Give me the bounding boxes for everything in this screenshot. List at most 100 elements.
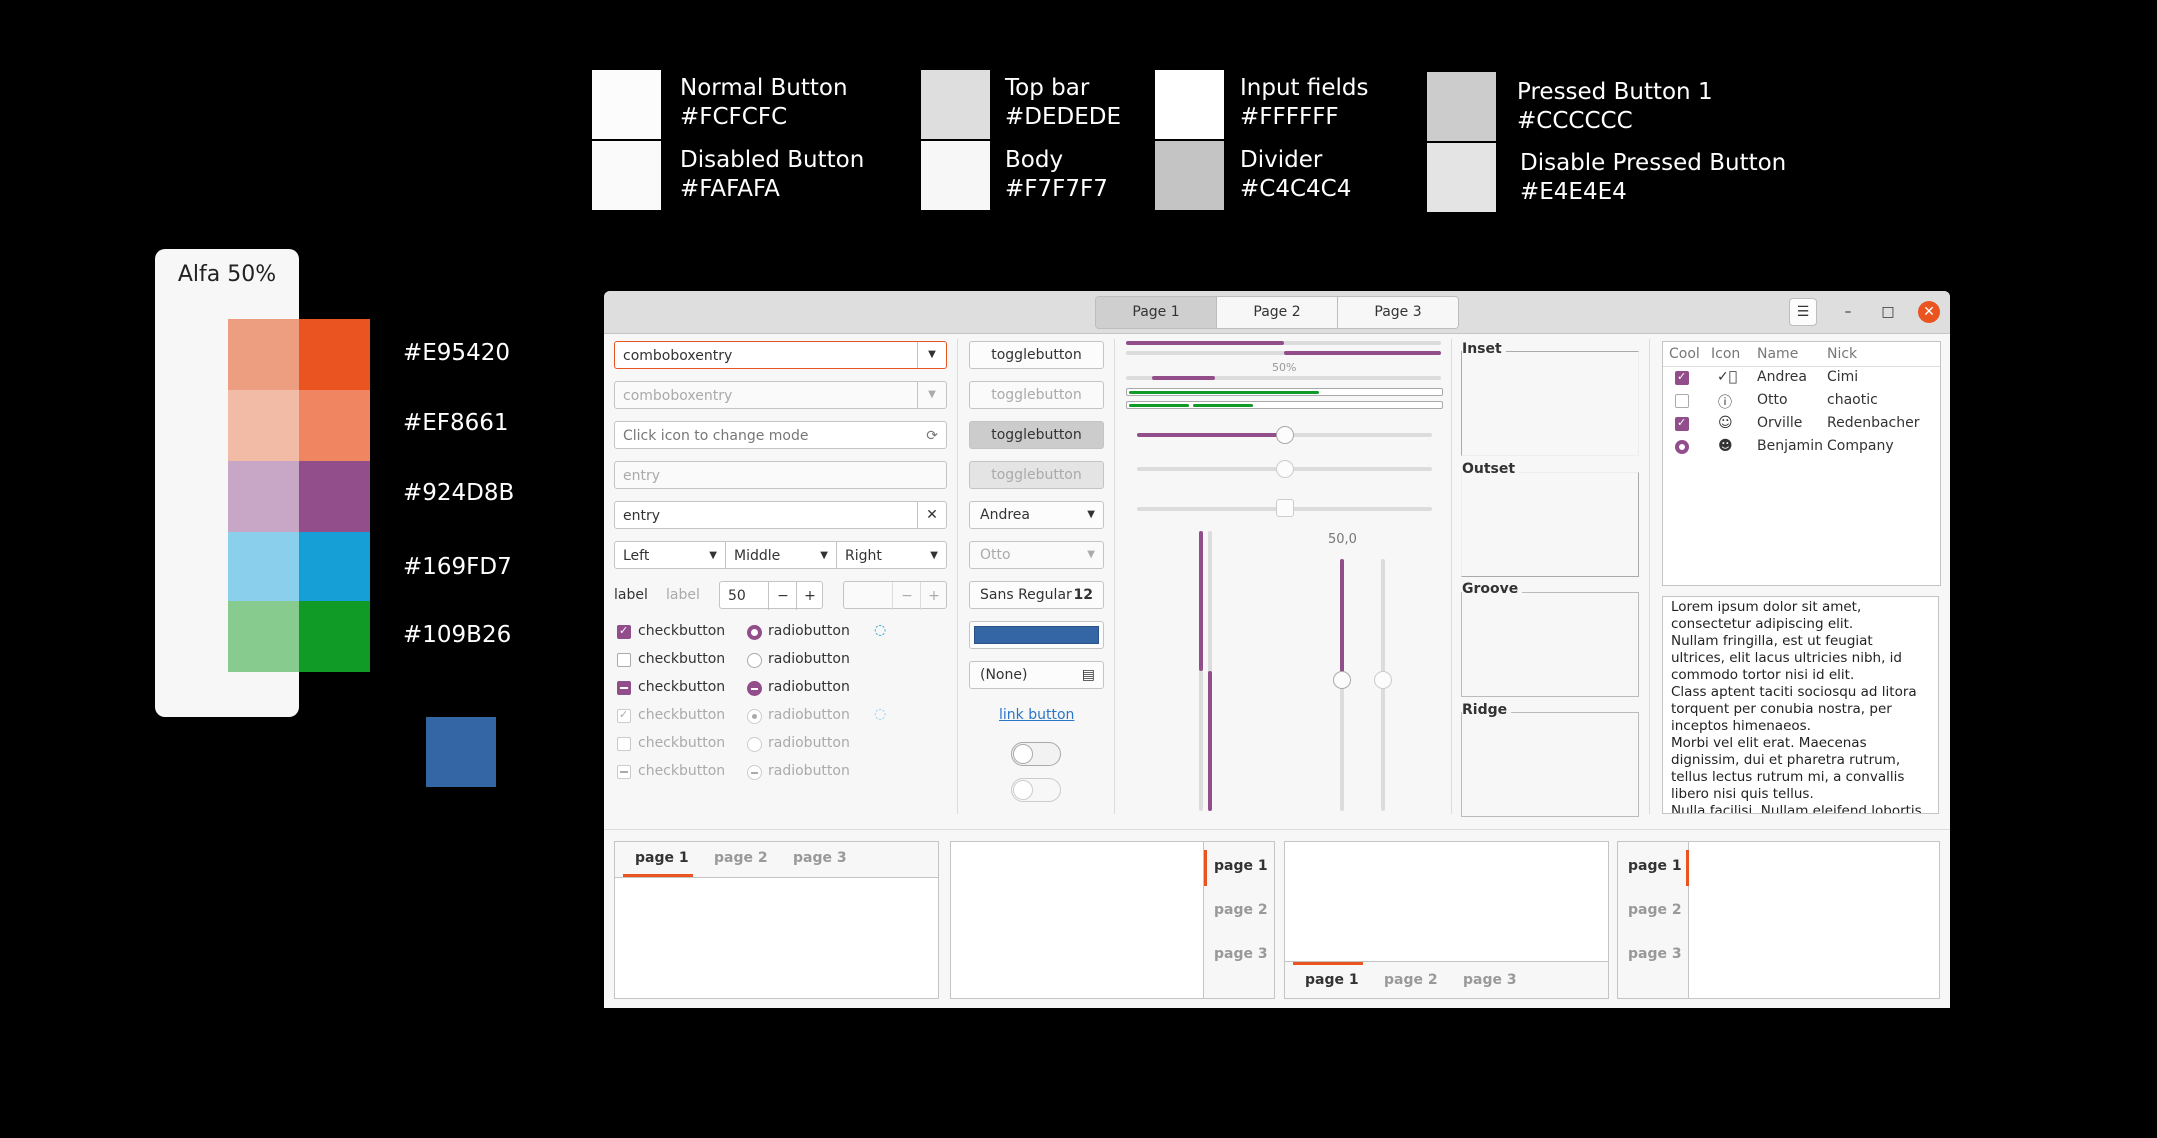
- entry-placeholder[interactable]: entry: [614, 461, 947, 489]
- level-bar-segmented: [1126, 401, 1443, 409]
- checkbutton-label: checkbutton: [638, 707, 726, 723]
- radiobutton-unchecked[interactable]: [747, 653, 762, 668]
- frame-title: Ridge: [1462, 702, 1512, 718]
- palette-purple: [299, 461, 370, 532]
- minus-icon[interactable]: −: [768, 582, 797, 610]
- tab-page-3[interactable]: Page 3: [1338, 297, 1458, 328]
- color-button[interactable]: [969, 621, 1104, 649]
- notebook-tab[interactable]: page 3: [1214, 946, 1268, 962]
- swatch-pressed-button: [1427, 72, 1496, 141]
- notebook-tab[interactable]: page 1: [1305, 972, 1359, 988]
- notebook-tab[interactable]: page 3: [1628, 946, 1682, 962]
- checkbutton-mixed[interactable]: [617, 681, 631, 695]
- palette-lightorange: [299, 390, 370, 461]
- radiobutton-label: radiobutton: [768, 651, 850, 667]
- swatch-top-bar: [921, 70, 990, 139]
- checkbutton-unchecked[interactable]: [617, 653, 631, 667]
- align-left-combo[interactable]: Left ▼: [614, 541, 726, 569]
- notebook-tab[interactable]: page 1: [635, 850, 689, 866]
- close-icon[interactable]: ✕: [1918, 301, 1940, 323]
- hamburger-icon[interactable]: ☰: [1789, 298, 1817, 326]
- togglebutton-pressed[interactable]: togglebutton: [969, 421, 1104, 449]
- radiobutton-label: radiobutton: [768, 735, 850, 751]
- palette-hex: #169FD7: [403, 554, 512, 580]
- tree-view[interactable]: Cool Icon Name Nick ✓ ✓⃝ Andrea Cimi ⓘ O…: [1662, 341, 1941, 586]
- column-header-icon[interactable]: Icon: [1711, 346, 1741, 362]
- radiobutton-checked-disabled: [747, 709, 762, 724]
- progress-bar-fill: [1152, 376, 1215, 380]
- spinbutton[interactable]: 50 − +: [719, 581, 823, 610]
- refresh-icon[interactable]: ⟳: [926, 428, 938, 444]
- checkbutton-mixed-disabled: [617, 765, 631, 779]
- text-view[interactable]: Lorem ipsum dolor sit amet, consectetur …: [1662, 596, 1939, 814]
- align-right-combo[interactable]: Right ▼: [836, 541, 947, 569]
- swatch-label: Body #F7F7F7: [1005, 147, 1108, 202]
- chevron-down-icon[interactable]: ▼: [917, 342, 946, 368]
- notebook-tab[interactable]: page 2: [1214, 902, 1268, 918]
- divider: [1649, 339, 1650, 814]
- togglebutton[interactable]: togglebutton: [969, 341, 1104, 369]
- radiobutton-label: radiobutton: [768, 623, 850, 639]
- column-header-nick[interactable]: Nick: [1827, 346, 1858, 362]
- vscale-fill: [1208, 671, 1212, 811]
- comboboxentry-1[interactable]: comboboxentry ▼: [614, 341, 947, 369]
- checkbutton-label: checkbutton: [638, 651, 726, 667]
- level-bar-fill: [1129, 391, 1319, 394]
- notebook-tab[interactable]: page 3: [1463, 972, 1517, 988]
- row-checkbox[interactable]: [1675, 394, 1689, 408]
- face-icon: ☺: [1718, 415, 1733, 431]
- label-disabled: label: [666, 587, 700, 603]
- checkbutton-label: checkbutton: [638, 763, 726, 779]
- radiobutton-mixed[interactable]: [747, 681, 762, 696]
- entry-field[interactable]: entry ✕: [614, 501, 947, 529]
- hscale-knob[interactable]: [1276, 426, 1294, 444]
- tab-bar: [1285, 961, 1608, 998]
- checkbutton-checked[interactable]: ✓: [617, 624, 631, 639]
- vscale-fill: [1199, 531, 1203, 671]
- mode-entry[interactable]: Click icon to change mode ⟳: [614, 421, 947, 449]
- plus-icon[interactable]: +: [796, 582, 823, 610]
- notebook-tab[interactable]: page 2: [714, 850, 768, 866]
- frame-title: Outset: [1462, 461, 1520, 477]
- palette-light-blue: [228, 532, 299, 603]
- file-chooser-button[interactable]: (None) ▤: [969, 661, 1104, 689]
- tab-page-2[interactable]: Page 2: [1217, 297, 1338, 328]
- minimize-icon[interactable]: –: [1844, 304, 1852, 320]
- align-middle-combo[interactable]: Middle ▼: [725, 541, 837, 569]
- row-radio[interactable]: [1675, 440, 1689, 454]
- checkbutton-label: checkbutton: [638, 735, 726, 751]
- row-name: Andrea: [1757, 369, 1807, 385]
- chevron-down-icon: ▼: [1087, 549, 1095, 560]
- row-checkbox[interactable]: ✓: [1675, 416, 1689, 431]
- switch-off[interactable]: [1011, 742, 1061, 766]
- frame-outset: [1461, 472, 1639, 577]
- swatch-normal-button: [592, 70, 661, 139]
- palette-hex: #924D8B: [403, 480, 515, 506]
- row-checkbox[interactable]: ✓: [1675, 370, 1689, 385]
- clear-icon[interactable]: ✕: [917, 502, 946, 528]
- link-button[interactable]: link button: [999, 707, 1075, 723]
- notebook-tab[interactable]: page 2: [1628, 902, 1682, 918]
- radiobutton-checked[interactable]: [747, 625, 762, 640]
- vscale-knob[interactable]: [1333, 671, 1351, 689]
- chevron-down-icon: ▼: [930, 550, 938, 561]
- font-button[interactable]: Sans Regular 12: [969, 581, 1104, 609]
- notebook-tab[interactable]: page 3: [793, 850, 847, 866]
- swatch-label: Input fields #FFFFFF: [1240, 75, 1369, 130]
- file-icon: ▤: [1081, 667, 1095, 683]
- tab-page-1[interactable]: Page 1: [1096, 297, 1217, 328]
- swatch-disabled-button: [592, 141, 661, 210]
- notebook-tab[interactable]: page 2: [1384, 972, 1438, 988]
- notebook-tab[interactable]: page 1: [1628, 858, 1682, 874]
- radiobutton-label: radiobutton: [768, 763, 850, 779]
- column-header-cool[interactable]: Cool: [1669, 346, 1700, 362]
- togglebutton-disabled: togglebutton: [969, 381, 1104, 409]
- column-header-name[interactable]: Name: [1757, 346, 1799, 362]
- radiobutton-mixed-disabled: [747, 765, 762, 780]
- maximize-icon[interactable]: □: [1881, 304, 1895, 320]
- combo-andrea[interactable]: Andrea ▼: [969, 501, 1104, 529]
- plus-icon: +: [920, 582, 947, 610]
- palette-light-purple: [228, 461, 299, 532]
- radiobutton-unchecked-disabled: [747, 737, 762, 752]
- notebook-tab[interactable]: page 1: [1214, 858, 1268, 874]
